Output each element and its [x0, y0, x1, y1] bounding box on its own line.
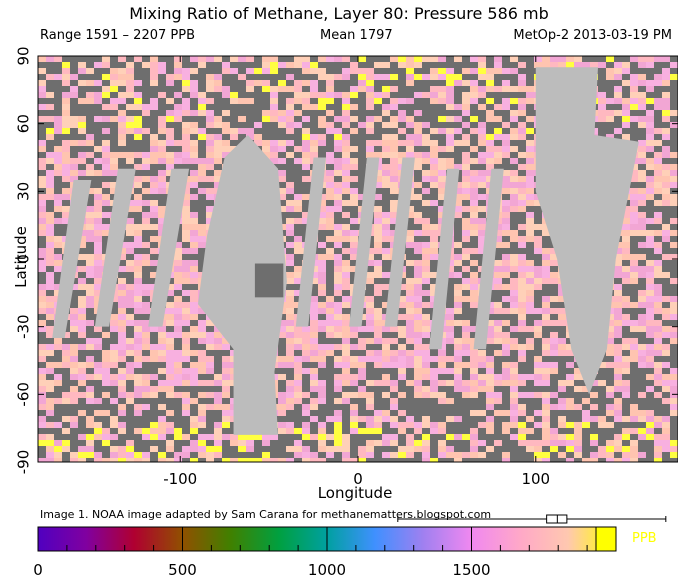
y-tick-label: -30 [15, 314, 33, 339]
colorbar-tick-label: 1500 [452, 561, 490, 579]
y-tick-label: -90 [15, 450, 33, 475]
y-tick-label: -60 [15, 382, 33, 407]
swath-gap-1 [52, 180, 92, 338]
swath-gap-asia-pacific [535, 67, 639, 395]
map-texture [38, 56, 678, 462]
swath-gap-5 [349, 157, 380, 327]
credit-text: Image 1. NOAA image adapted by Sam Caran… [40, 508, 492, 521]
swath-gap-americas [198, 134, 287, 435]
x-axis-label: Longitude [317, 484, 393, 502]
chart-title: Mixing Ratio of Methane, Layer 80: Press… [129, 4, 549, 23]
colorbar-tick-label: 0 [33, 561, 43, 579]
colorbar-unit-label: PPB [632, 531, 657, 546]
y-tick-label: 60 [15, 114, 33, 133]
swath-gap-2 [94, 168, 136, 327]
x-tick-label: 0 [353, 470, 363, 488]
y-tick-label: 90 [15, 46, 33, 65]
mean-label: Mean 1797 [320, 28, 393, 43]
colorbar-tick-label: 500 [168, 561, 197, 579]
colorbar-tick-label: 1000 [308, 561, 346, 579]
cloud-block [254, 263, 284, 298]
map-area [38, 56, 678, 462]
y-tick-label: 30 [15, 182, 33, 201]
colorbar: 0 500 1000 1500 [33, 526, 617, 579]
y-tick-label: 0 [15, 254, 33, 264]
swath-gap-4 [295, 157, 326, 327]
satellite-date-label: MetOp-2 2013-03-19 PM [513, 28, 672, 43]
range-label: Range 1591 – 2207 PPB [40, 28, 195, 43]
boxplot-box [546, 514, 568, 524]
x-tick-label: 100 [521, 470, 550, 488]
swath-gap-8 [473, 168, 504, 350]
swath-gap-3 [148, 168, 190, 327]
distribution-boxplot [397, 514, 667, 524]
swath-gap-7 [429, 168, 460, 350]
swath-gap-6 [384, 157, 415, 327]
colorbar-high-end [595, 526, 617, 552]
x-tick-label: -100 [163, 470, 197, 488]
